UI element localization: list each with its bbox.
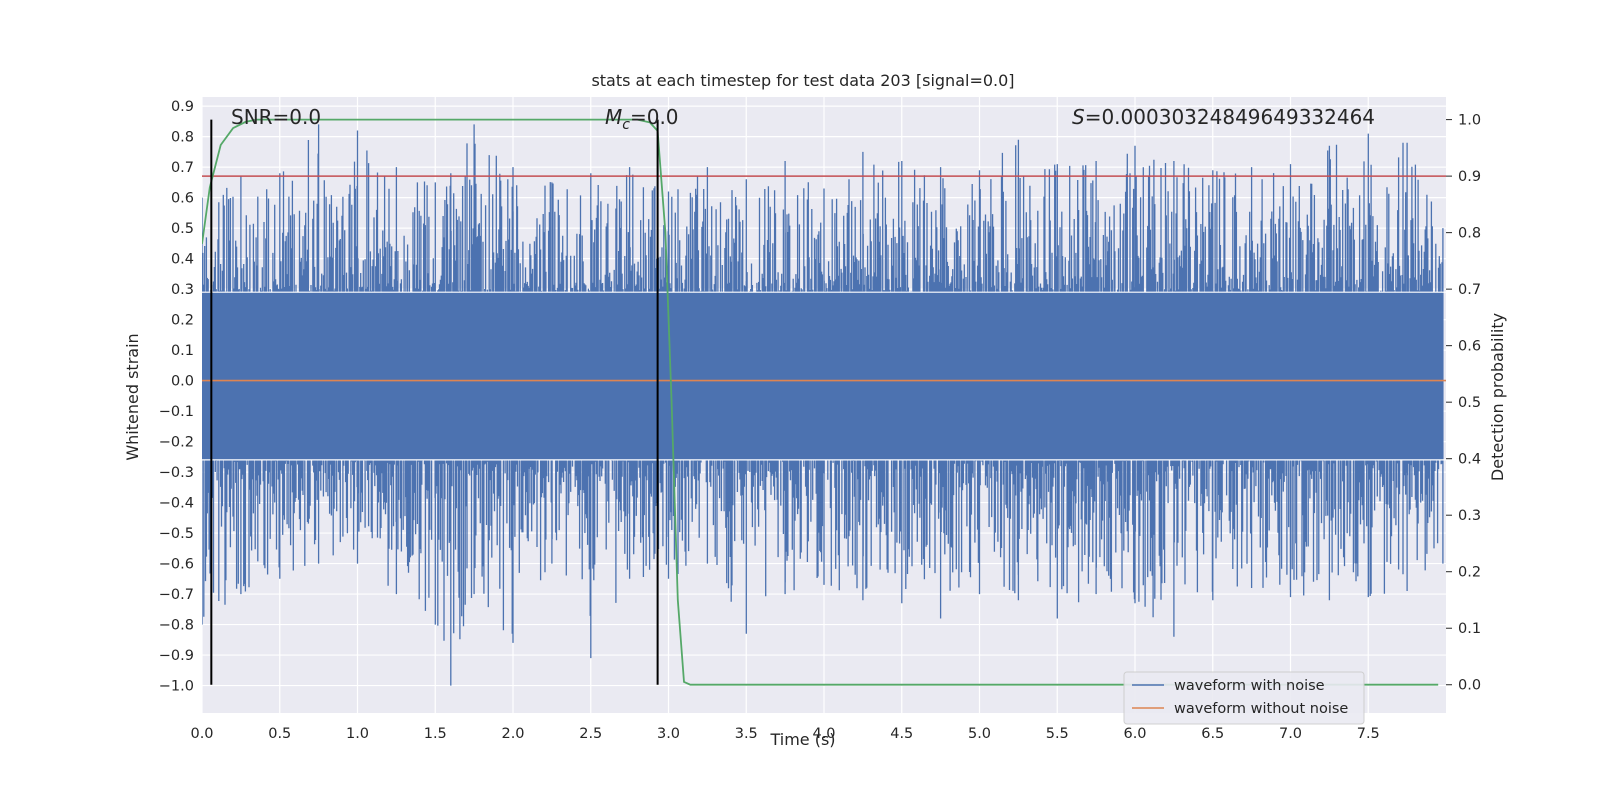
y-tick-label: −0.7: [159, 587, 194, 603]
x-tick-label: 4.0: [812, 726, 835, 742]
y2-tick-label: 0.1: [1458, 621, 1481, 637]
noise-series: [202, 124, 1444, 686]
y-tick-label: −0.1: [159, 404, 194, 420]
y-tick-label: 0.8: [171, 130, 194, 146]
x-tick-label: 1.0: [346, 726, 369, 742]
s-symbol: S: [1072, 105, 1085, 129]
s-annotation: S=0.00030324849649332464: [1072, 105, 1375, 129]
lines-layer: [202, 118, 1446, 686]
x-tick-label: 2.5: [579, 726, 602, 742]
x-tick-label: 3.5: [735, 726, 758, 742]
snr-annotation: SNR=0.0: [231, 105, 321, 129]
x-tick-label: 5.5: [1046, 726, 1069, 742]
x-tick-label: 1.5: [424, 726, 447, 742]
y-axis-label: Whitened strain: [123, 333, 142, 460]
y-tick-label: 0.5: [171, 221, 194, 237]
y2-tick-label: 0.6: [1458, 339, 1481, 355]
x-tick-label: 3.0: [657, 726, 680, 742]
chirp-mass-annotation: Mc=0.0: [605, 105, 679, 133]
y-tick-label: −0.4: [159, 496, 194, 512]
y2-tick-label: 0.2: [1458, 565, 1481, 581]
y2-tick-label: 0.7: [1458, 282, 1481, 298]
y2-tick-label: 0.8: [1458, 226, 1481, 242]
legend-box: [1123, 671, 1365, 725]
y2-axis-label: Detection probability: [1488, 313, 1507, 481]
y-tick-label: 0.4: [171, 252, 194, 268]
chirp-mass-subscript: c: [622, 117, 630, 133]
detection-probability-line: [202, 118, 1439, 686]
chart-title: stats at each timestep for test data 203…: [591, 71, 1014, 90]
y-tick-label: 0.3: [171, 282, 194, 298]
y2-tick-label: 0.5: [1458, 395, 1481, 411]
x-tick-label: 7.0: [1279, 726, 1302, 742]
y-tick-label: −0.3: [159, 465, 194, 481]
chirp-mass-symbol: M: [605, 105, 622, 129]
y2-tick-label: 0.9: [1458, 169, 1481, 185]
y-tick-label: −0.6: [159, 557, 194, 573]
legend-label-clean: waveform without noise: [1174, 701, 1348, 717]
x-tick-label: 0.0: [190, 726, 213, 742]
y-tick-label: −0.2: [159, 435, 194, 451]
y2-tick-label: 0.0: [1458, 678, 1481, 694]
y-tick-label: −0.8: [159, 618, 194, 634]
y-tick-label: 0.1: [171, 343, 194, 359]
y-tick-label: −0.9: [159, 648, 194, 664]
noise-strokes: [202, 124, 1444, 686]
x-tick-label: 6.0: [1123, 726, 1146, 742]
y-tick-label: 0.0: [171, 374, 194, 390]
x-tick-label: 4.5: [890, 726, 913, 742]
x-tick-label: 6.5: [1201, 726, 1224, 742]
y-tick-label: 0.9: [171, 99, 194, 115]
s-value: =0.00030324849649332464: [1085, 105, 1375, 129]
y2-tick-label: 0.4: [1458, 452, 1481, 468]
x-axis-label: Time (s): [769, 730, 835, 749]
y-tick-label: 0.7: [171, 160, 194, 176]
x-tick-label: 2.0: [501, 726, 524, 742]
y2-tick-label: 1.0: [1458, 113, 1481, 129]
axes-layer: 0.0 0.5 1.0 1.5 2.0 2.5 3.0 3.5 4.0 4.5 5.0 5.5 6.0 6…: [159, 99, 1481, 742]
x-tick-label: 0.5: [268, 726, 291, 742]
x-tick-label: 5.0: [968, 726, 991, 742]
y2-tick-label: 0.3: [1458, 508, 1481, 524]
y-tick-label: 0.6: [171, 191, 194, 207]
legend-label-noise: waveform with noise: [1174, 678, 1325, 694]
y-tick-label: −0.5: [159, 526, 194, 542]
x-tick-label: 7.5: [1357, 726, 1380, 742]
legend: waveform with noise waveform without noi…: [1123, 671, 1365, 725]
y-tick-label: 0.2: [171, 313, 194, 329]
y-tick-label: −1.0: [159, 679, 194, 695]
chirp-mass-value: =0.0: [630, 105, 679, 129]
